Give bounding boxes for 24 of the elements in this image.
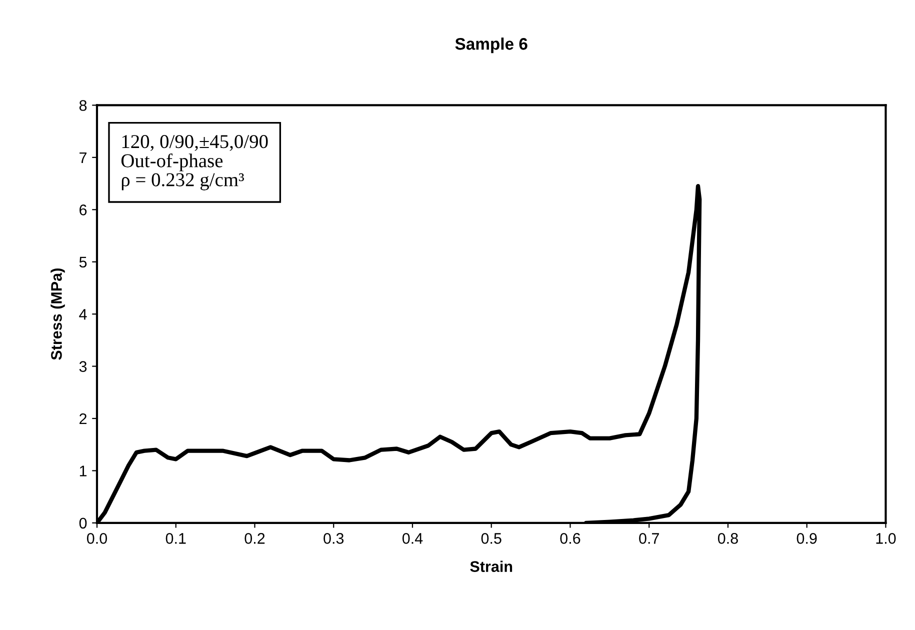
x-tick-label: 1.0 bbox=[876, 533, 896, 544]
x-tick-label: 0.6 bbox=[560, 533, 580, 544]
y-axis-title: Stress (MPa) bbox=[50, 268, 65, 360]
y-tick-label: 6 bbox=[80, 204, 87, 216]
x-tick-label: 0.0 bbox=[86, 533, 108, 544]
y-tick-label: 2 bbox=[80, 413, 86, 424]
x-tick-label: 0.7 bbox=[639, 533, 659, 544]
annotation: 120, 0/90,±45,0/90 Out-of-phase ρ = 0.232 g/cm³ bbox=[121, 135, 268, 190]
y-tick-label: 8 bbox=[79, 100, 87, 111]
x-tick-label: 0.9 bbox=[796, 533, 817, 544]
x-tick-label: 0.1 bbox=[166, 533, 186, 544]
y-tick-label: 3 bbox=[79, 361, 87, 372]
chart-title: Sample 6 bbox=[455, 38, 528, 54]
y-tick-label: 0 bbox=[79, 518, 87, 529]
x-tick-label: 0.5 bbox=[481, 533, 502, 544]
y-tick-label: 7 bbox=[80, 152, 86, 163]
x-tick-label: 0.4 bbox=[402, 533, 423, 544]
x-tick-label: 0.2 bbox=[244, 533, 265, 544]
y-tick-label: 5 bbox=[79, 256, 87, 268]
x-tick-label: 0.8 bbox=[718, 533, 738, 544]
x-tick-label: 0.3 bbox=[324, 533, 344, 544]
x-axis-title: Strain bbox=[470, 560, 512, 572]
y-tick-label: 1 bbox=[80, 466, 87, 476]
y-tick-label: 4 bbox=[79, 309, 87, 320]
